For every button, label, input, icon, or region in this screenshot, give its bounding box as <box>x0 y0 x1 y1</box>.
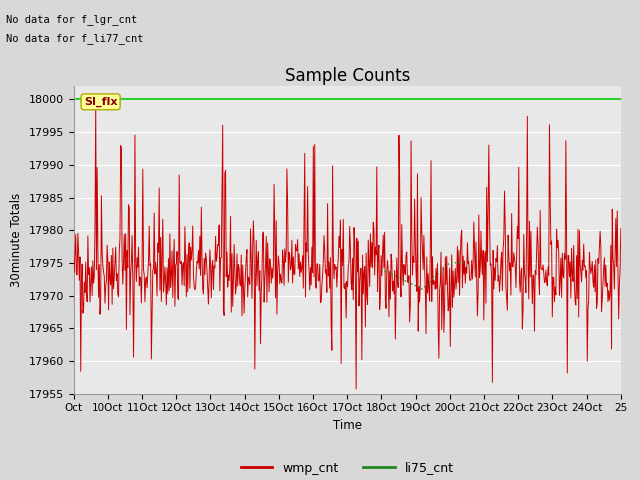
Text: No data for f_li77_cnt: No data for f_li77_cnt <box>6 33 144 44</box>
Text: No data for f_lgr_cnt: No data for f_lgr_cnt <box>6 13 138 24</box>
Y-axis label: 30minute Totals: 30minute Totals <box>10 193 23 287</box>
Legend: wmp_cnt, li75_cnt: wmp_cnt, li75_cnt <box>236 456 459 480</box>
X-axis label: Time: Time <box>333 419 362 432</box>
Title: Sample Counts: Sample Counts <box>285 67 410 85</box>
Text: SI_flx: SI_flx <box>84 96 117 107</box>
